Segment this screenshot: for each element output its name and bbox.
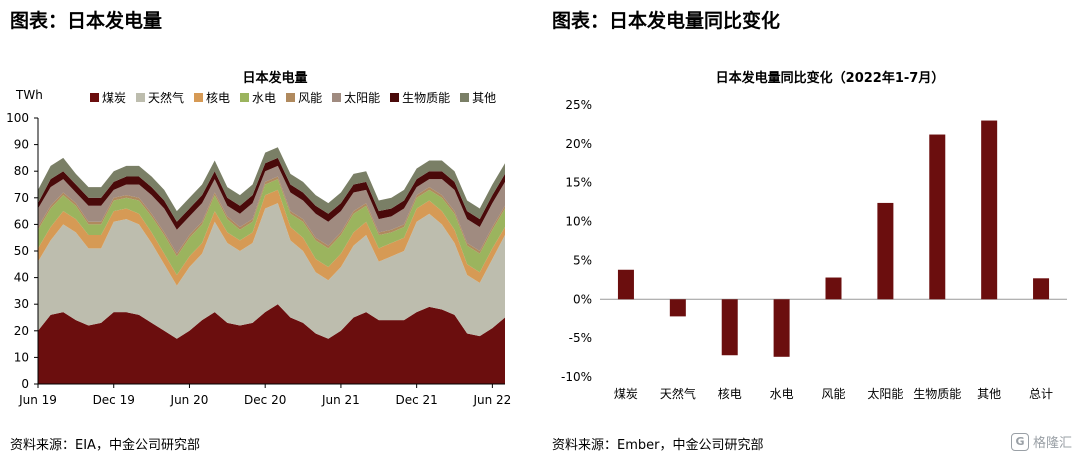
legend-label-wind: 风能 <box>298 91 323 105</box>
bar-7 <box>981 120 998 300</box>
x-tick-label: Dec 20 <box>244 393 286 407</box>
y-tick-label: 20 <box>14 324 29 338</box>
y-tick-label: 40 <box>14 271 29 285</box>
legend-label-gas: 天然气 <box>148 91 185 105</box>
y-tick-label: 20% <box>565 137 592 151</box>
legend-label-solar: 太阳能 <box>344 91 381 105</box>
area-series-biomass <box>38 157 505 230</box>
legend-swatch-biomass <box>390 93 400 102</box>
y-tick-label: -10% <box>561 370 592 384</box>
legend-label-other: 其他 <box>472 91 497 105</box>
area-series-other <box>38 147 505 222</box>
y-tick-label: 80 <box>14 164 29 178</box>
bar-1 <box>669 299 686 317</box>
legend-swatch-solar <box>332 93 342 102</box>
y-tick-label: 25% <box>565 98 592 112</box>
y-tick-label: 50 <box>14 244 29 258</box>
legend-item-wind: 风能 <box>286 89 322 106</box>
y-tick-label: 30 <box>14 297 29 311</box>
legend-swatch-coal <box>90 93 99 102</box>
x-tick-label: 太阳能 <box>867 386 903 401</box>
y-axis-unit: TWh <box>16 88 43 102</box>
bar-3 <box>773 299 790 357</box>
legend-item-coal: 煤炭 <box>90 89 126 106</box>
bar-5 <box>877 202 894 300</box>
y-tick-label: 10% <box>565 215 592 229</box>
legend-swatch-hydro <box>240 93 250 102</box>
legend-item-nuclear: 核电 <box>194 89 230 106</box>
bar-6 <box>929 134 946 300</box>
y-tick-label: 70 <box>14 191 29 205</box>
watermark: G 格隆汇 <box>1010 432 1072 451</box>
x-tick-label: Dec 19 <box>93 393 135 407</box>
legend-item-gas: 天然气 <box>136 89 184 106</box>
y-tick-label: 100 <box>6 111 29 125</box>
legend-item-hydro: 水电 <box>240 89 276 106</box>
right-source: 资料来源：Ember，中金公司研究部 <box>552 438 764 453</box>
x-tick-label: 生物质能 <box>913 387 961 401</box>
legend-label-biomass: 生物质能 <box>402 91 451 105</box>
x-tick-label: Jun 22 <box>472 393 511 407</box>
x-tick-label: Jun 21 <box>321 393 360 407</box>
x-tick-label: 天然气 <box>660 386 696 401</box>
y-tick-label: 15% <box>565 176 592 190</box>
legend-swatch-wind <box>286 93 296 102</box>
left-source: 资料来源：EIA，中金公司研究部 <box>10 438 200 453</box>
y-tick-label: 60 <box>14 217 29 231</box>
x-tick-label: 风能 <box>821 387 845 401</box>
right-heading: 图表：日本发电量同比变化 <box>552 10 781 32</box>
watermark-text: 格隆汇 <box>1032 436 1072 451</box>
y-tick-label: 0% <box>573 292 592 306</box>
y-tick-label: 10 <box>14 350 29 364</box>
area-chart-legend: 煤炭 天然气 核电 水电 风能 太阳能 生物质能 其他 <box>90 89 496 106</box>
area-series-coal <box>38 304 505 384</box>
legend-swatch-gas <box>136 93 146 102</box>
legend-label-nuclear: 核电 <box>206 91 231 105</box>
legend-item-biomass: 生物质能 <box>390 89 450 106</box>
y-tick-label: 0 <box>21 377 29 391</box>
x-tick-label: 煤炭 <box>614 387 638 401</box>
area-series-gas <box>38 203 505 339</box>
y-tick-label: 5% <box>573 253 592 267</box>
legend-item-other: 其他 <box>460 89 496 106</box>
area-chart: 0 10 20 30 40 50 60 70 80 90 100 Jun 19 Dec 19 Jun 20… <box>6 111 511 407</box>
bar-8 <box>1033 278 1050 300</box>
x-tick-label: Dec 21 <box>395 393 437 407</box>
y-tick-label: -5% <box>569 331 592 345</box>
bar-0 <box>617 269 634 300</box>
legend-label-hydro: 水电 <box>252 91 277 105</box>
y-tick-label: 90 <box>14 138 29 152</box>
x-tick-label: 核电 <box>718 387 742 401</box>
left-chart-title: 日本发电量 <box>242 71 308 86</box>
bar-chart: -10% -5% 0% 5% 10% 15% 20% 25% 煤炭 天然气 核电 水电 风能 太阳能 生物质… <box>561 98 1067 401</box>
legend-swatch-other <box>460 93 470 102</box>
left-heading: 图表：日本发电量 <box>10 10 163 32</box>
x-tick-label: Jun 19 <box>18 393 57 407</box>
x-tick-label: Jun 20 <box>170 393 209 407</box>
legend-item-solar: 太阳能 <box>332 89 380 106</box>
bar-4 <box>825 277 842 300</box>
bar-2 <box>721 299 738 356</box>
legend-swatch-nuclear <box>194 93 204 102</box>
right-chart-title: 日本发电量同比变化（2022年1-7月） <box>715 71 945 86</box>
x-tick-label: 其他 <box>977 387 1001 401</box>
x-tick-label: 总计 <box>1029 387 1053 401</box>
legend-label-coal: 煤炭 <box>102 91 127 105</box>
x-tick-label: 水电 <box>770 387 794 401</box>
watermark-logo-icon: G <box>1010 432 1029 451</box>
